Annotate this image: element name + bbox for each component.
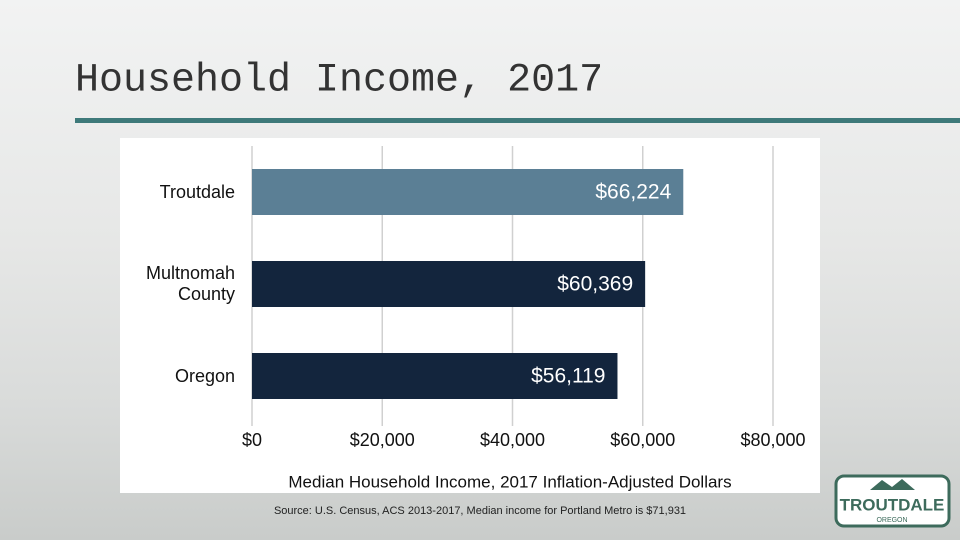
y-tick-label: Multnomah County [145, 263, 235, 304]
x-tick-label: $40,000 [480, 430, 545, 450]
bar [252, 353, 618, 399]
x-tick-label: $0 [242, 430, 262, 450]
slide-title: Household Income, 2017 [75, 59, 603, 104]
logo: TROUTDALE OREGON [834, 474, 951, 528]
value-label: $66,224 [595, 181, 671, 204]
y-tick-label: Oregon [174, 365, 235, 386]
x-tick-label: $60,000 [610, 430, 675, 450]
source-note: Source: U.S. Census, ACS 2013-2017, Medi… [274, 505, 686, 517]
x-axis-label: Median Household Income, 2017 Inflation-… [288, 472, 731, 491]
logo-subtitle: OREGON [876, 517, 907, 524]
bar [252, 169, 684, 215]
category-label-box: Troutdale [159, 181, 235, 202]
category-label-box: Oregon [174, 365, 235, 386]
title-rule [75, 118, 960, 123]
category-label-box: Multnomah County [145, 263, 235, 304]
logo-frame [834, 474, 951, 528]
bar [252, 261, 646, 307]
logo-mountain [870, 479, 915, 490]
x-tick-label: $80,000 [740, 430, 805, 450]
logo-name: TROUTDALE [840, 495, 945, 514]
y-tick-label: Troutdale [159, 181, 235, 202]
x-tick-label: $20,000 [350, 430, 415, 450]
value-label: $56,119 [531, 365, 605, 388]
value-label: $60,369 [557, 273, 633, 296]
